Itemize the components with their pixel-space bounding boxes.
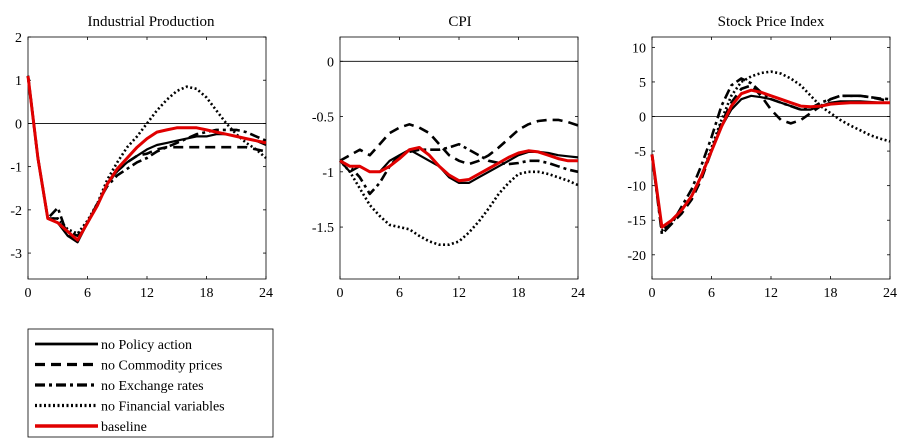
y-tick-label: -1 [322, 166, 334, 181]
x-tick-label: 18 [824, 286, 838, 301]
line-no-commodity-prices [339, 118, 579, 166]
line-no-policy-action [650, 94, 890, 229]
y-tick-label: -2 [10, 204, 22, 219]
line-no-commodity-prices [26, 75, 267, 238]
plot-frame [651, 36, 891, 280]
y-tick-label: -20 [627, 249, 646, 264]
plot-area: 0 6 12 18 24 -1.5 -1 -0.5 0 [312, 37, 585, 301]
legend-box [27, 328, 274, 438]
line-no-exchange-rates [26, 75, 267, 242]
x-tick-label: 6 [396, 286, 403, 301]
line-no-exchange-rates [650, 77, 891, 236]
legend-label: no Exchange rates [101, 379, 204, 394]
panel-stock-price-index: Stock Price Index 0 6 12 18 24 -20 -15 -10 -5 0 5 1… [627, 14, 897, 301]
y-tick-label: 2 [15, 31, 22, 46]
plot-frame [339, 36, 579, 280]
legend-label: no Policy action [101, 338, 192, 353]
line-no-exchange-rates [339, 142, 579, 196]
x-tick-label: 6 [708, 286, 715, 301]
y-tick-label: -15 [627, 214, 646, 229]
line-baseline [26, 75, 267, 242]
x-tick-label: 12 [140, 286, 154, 301]
legend-label: no Commodity prices [101, 359, 222, 374]
y-tick-label: -0.5 [312, 111, 334, 126]
panel-title: CPI [448, 14, 471, 30]
plot-area: 0 6 12 18 24 -20 -15 -10 -5 0 5 10 [627, 37, 897, 301]
y-tick-label: 5 [639, 76, 646, 91]
y-tick-label: -3 [10, 247, 22, 262]
y-tick-label: -1.5 [312, 221, 334, 236]
y-tick-label: -1 [10, 161, 22, 176]
y-tick-label: 10 [632, 41, 646, 56]
x-tick-label: 12 [452, 286, 466, 301]
legend-label: no Financial variables [101, 400, 225, 415]
line-baseline [339, 146, 578, 183]
line-no-financial-variables [339, 159, 579, 246]
panel-cpi: CPI 0 6 12 18 24 -1.5 -1 -0.5 0 [312, 14, 585, 301]
y-tick-label: 0 [639, 111, 646, 126]
y-tick-label: -10 [627, 180, 646, 195]
x-tick-label: 24 [883, 286, 897, 301]
panel-title: Stock Price Index [718, 14, 825, 30]
y-tick-label: 0 [15, 117, 22, 132]
panel-title: Industrial Production [87, 14, 215, 30]
x-tick-label: 6 [84, 286, 91, 301]
y-tick-label: -5 [634, 145, 646, 160]
x-tick-label: 18 [512, 286, 526, 301]
x-tick-label: 24 [571, 286, 585, 301]
x-tick-label: 0 [25, 286, 32, 301]
y-tick-label: 1 [15, 74, 22, 89]
x-tick-label: 12 [764, 286, 778, 301]
x-tick-label: 18 [200, 286, 214, 301]
x-tick-label: 0 [337, 286, 344, 301]
legend: no Policy action no Commodity prices no Ex… [27, 328, 274, 438]
line-baseline [650, 88, 890, 229]
line-no-commodity-prices [650, 84, 891, 232]
x-tick-label: 24 [259, 286, 273, 301]
y-tick-label: 0 [327, 55, 334, 70]
x-tick-label: 0 [649, 286, 656, 301]
legend-label: baseline [101, 420, 147, 435]
